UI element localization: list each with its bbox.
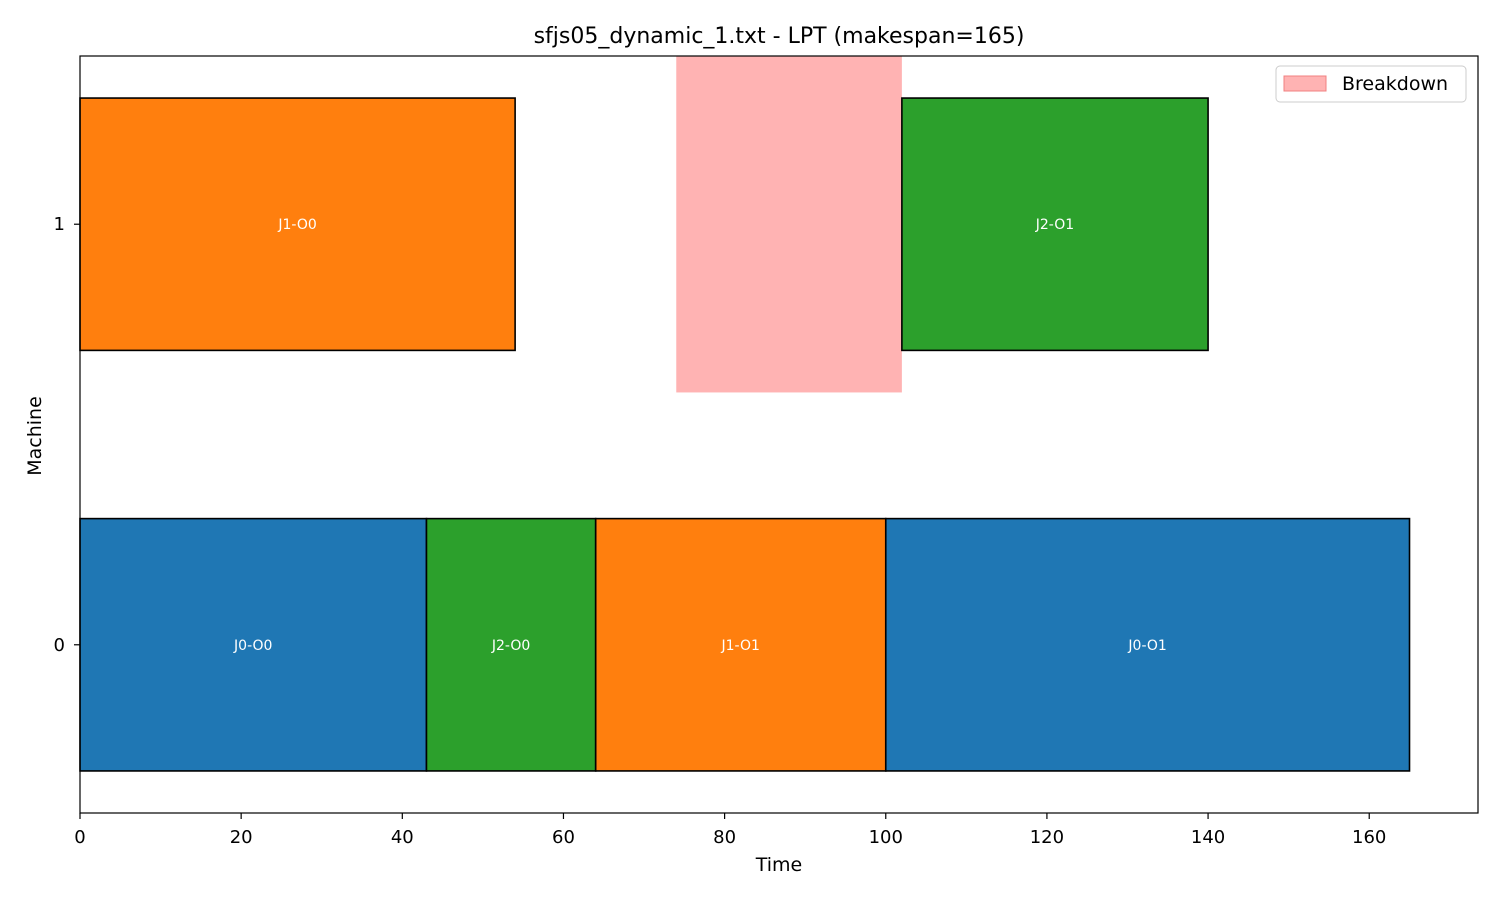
operation-bar-j0-o1	[884, 517, 1411, 772]
operation-label-j0-o1: J0-O1	[1127, 638, 1166, 654]
x-tick-label: 80	[713, 827, 736, 848]
y-axis: 01	[54, 214, 80, 656]
operation-bar-j1-o0	[79, 97, 516, 352]
operation-label-j1-o1: J1-O1	[721, 638, 760, 654]
x-tick-label: 140	[1191, 827, 1225, 848]
plot-frame	[79, 55, 1479, 814]
breakdowns-layer	[676, 56, 902, 393]
legend: Breakdown	[1275, 65, 1467, 103]
chart-title: sfjs05_dynamic_1.txt - LPT (makespan=165…	[534, 24, 1025, 49]
y-axis-label: Machine	[24, 396, 46, 476]
operation-bar-j1-o1	[594, 517, 887, 772]
x-axis-label: Time	[755, 854, 803, 876]
operation-bar-j2-o0	[425, 517, 597, 772]
bars-layer	[79, 97, 1411, 772]
x-tick-label: 100	[869, 827, 903, 848]
x-tick-label: 0	[74, 827, 85, 848]
operation-label-j2-o1: J2-O1	[1035, 217, 1074, 233]
operation-bar-j2-o1	[901, 97, 1209, 352]
x-tick-label: 40	[391, 827, 414, 848]
x-tick-label: 120	[1030, 827, 1064, 848]
y-tick-label: 0	[54, 635, 65, 656]
legend-swatch-breakdown	[1283, 75, 1327, 92]
x-tick-label: 20	[230, 827, 253, 848]
x-axis: 0 20 40 60 80 100 120 140 160	[74, 813, 1386, 848]
operation-label-j1-o0: J1-O0	[277, 217, 316, 233]
y-tick-label: 1	[54, 214, 65, 235]
operation-bar-j0-o0	[79, 517, 428, 772]
bar-labels-layer: J0-O0 J2-O0 J1-O1 J0-O1 J1-O0 J2-O1	[233, 217, 1167, 654]
legend-frame	[1275, 65, 1467, 103]
x-tick-label: 160	[1352, 827, 1386, 848]
breakdown-bar-0	[676, 56, 902, 393]
x-tick-label: 60	[552, 827, 575, 848]
operation-label-j0-o0: J0-O0	[233, 638, 272, 654]
operation-label-j2-o0: J2-O0	[491, 638, 530, 654]
legend-label-breakdown: Breakdown	[1342, 73, 1448, 95]
